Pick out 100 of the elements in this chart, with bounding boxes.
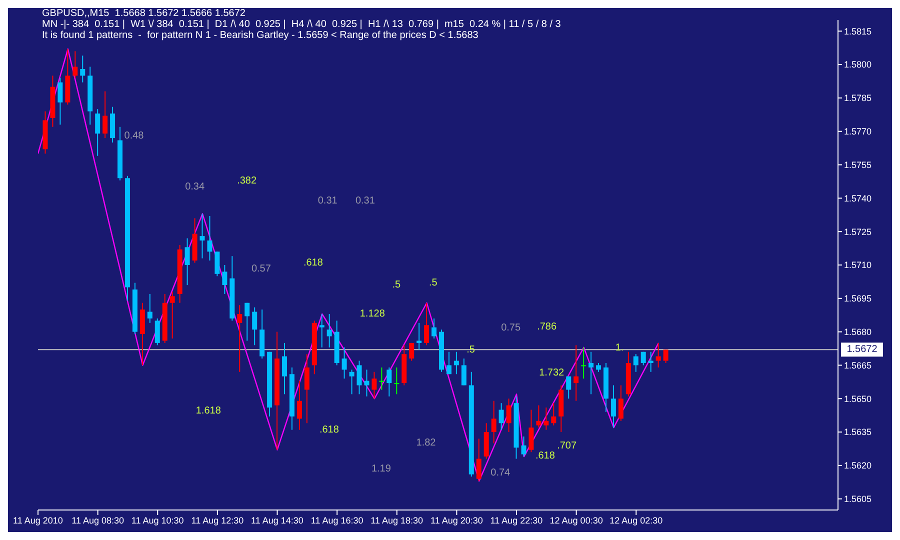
candlestick bbox=[296, 380, 302, 430]
candlestick bbox=[544, 407, 549, 430]
candlestick bbox=[454, 351, 459, 375]
candlestick bbox=[102, 90, 108, 139]
candlestick bbox=[252, 306, 258, 346]
candlestick bbox=[476, 438, 482, 482]
y-tick-label: 1.5710 bbox=[844, 260, 872, 270]
candlestick bbox=[610, 384, 616, 428]
candlestick bbox=[342, 346, 347, 380]
candlestick bbox=[663, 349, 668, 364]
annotation: It is found 1 patterns - for pattern N 1 - Bearish Gartley - 1.5659 < Range of the prices D < 1.5683 bbox=[42, 30, 480, 41]
candlestick bbox=[282, 342, 287, 395]
y-tick-label: 1.5815 bbox=[844, 26, 872, 36]
annotation: .618 bbox=[535, 450, 555, 462]
candlestick bbox=[170, 291, 175, 339]
candlestick bbox=[566, 376, 572, 400]
candlestick bbox=[498, 402, 504, 430]
annotation: 1.82 bbox=[416, 437, 436, 448]
x-tick-label: 11 Aug 08:30 bbox=[72, 515, 124, 526]
candlestick bbox=[506, 398, 512, 433]
candlestick bbox=[551, 402, 556, 426]
y-tick-label: 1.5725 bbox=[844, 226, 872, 237]
x-tick-label: 11 Aug 2010 bbox=[13, 515, 63, 526]
y-tick-label: 1.5605 bbox=[844, 494, 872, 504]
candlestick bbox=[326, 314, 332, 348]
annotation: .5 bbox=[429, 277, 438, 288]
annotation: .618 bbox=[303, 257, 323, 268]
annotation: 0.31 bbox=[355, 196, 375, 207]
candlestick bbox=[394, 366, 400, 395]
y-tick-label: 1.5680 bbox=[844, 327, 872, 338]
annotation: .618 bbox=[319, 424, 339, 436]
y-tick-label: 1.5785 bbox=[844, 93, 872, 104]
annotation: 0.74 bbox=[490, 468, 510, 479]
y-tick-label: 1.5770 bbox=[844, 126, 872, 137]
candlestick bbox=[244, 302, 250, 342]
x-tick-label: 12 Aug 00:30 bbox=[550, 515, 603, 526]
candlestick bbox=[214, 251, 220, 277]
candlestick bbox=[200, 213, 205, 259]
candlestick bbox=[379, 366, 384, 390]
candlestick bbox=[521, 436, 526, 458]
candlestick bbox=[656, 342, 661, 368]
candlestick bbox=[581, 346, 586, 380]
candlestick bbox=[58, 77, 63, 126]
line-series bbox=[38, 48, 660, 482]
candlestick bbox=[528, 409, 534, 453]
annotation: 1.732 bbox=[539, 368, 564, 379]
x-tick-label: 11 Aug 20:30 bbox=[430, 515, 483, 526]
candlestick bbox=[207, 216, 212, 262]
y-tick-label: 1.5755 bbox=[844, 160, 872, 170]
candlestick bbox=[386, 366, 392, 397]
x-tick-label: 11 Aug 10:30 bbox=[131, 515, 184, 526]
candlestick bbox=[154, 318, 160, 346]
annotation: 1.128 bbox=[360, 308, 385, 319]
chart-subtitle: MN -|- 384 0.151 | W1 \/ 384 0.151 | D1 /\ 40 0.925 | H4 /\ 40 0.925 | H1 /\ 13 0.769 | m15 0.24 % | 11 / 5 / 8 / 3 bbox=[42, 19, 561, 30]
candlestick bbox=[222, 264, 228, 294]
candlestick bbox=[432, 318, 437, 339]
candlestick bbox=[618, 384, 624, 422]
y-tick-label: 1.5650 bbox=[844, 394, 872, 404]
candlestick bbox=[574, 344, 579, 402]
candlestick bbox=[424, 302, 430, 346]
candlestick bbox=[147, 293, 152, 324]
candlestick bbox=[319, 314, 324, 348]
y-tick-label: 1.5665 bbox=[844, 360, 872, 370]
candlestick bbox=[80, 55, 86, 83]
annotation: 0.34 bbox=[185, 182, 205, 193]
annotation: .5 bbox=[392, 279, 401, 290]
candlestick bbox=[633, 354, 638, 372]
y-tick-label: 1.5635 bbox=[844, 427, 872, 438]
candlestick bbox=[304, 354, 310, 424]
y-tick-label: 1.5695 bbox=[844, 294, 872, 304]
x-tick-label: 11 Aug 22:30 bbox=[490, 515, 543, 526]
candlestick bbox=[356, 360, 362, 395]
annotation: .786 bbox=[537, 321, 557, 332]
annotation: 1.618 bbox=[196, 406, 221, 417]
y-tick-label: 1.5620 bbox=[844, 460, 872, 471]
annotation: 0.57 bbox=[251, 264, 271, 275]
candlestick bbox=[237, 304, 242, 372]
candlestick bbox=[72, 50, 78, 78]
y-tick-label: 1.5740 bbox=[844, 193, 872, 204]
annotation: 0.48 bbox=[124, 130, 144, 142]
candlestick bbox=[372, 371, 377, 400]
candlestick bbox=[184, 238, 190, 286]
candlestick bbox=[461, 358, 466, 386]
candlestick bbox=[491, 400, 496, 444]
candlestick bbox=[536, 404, 542, 428]
x-tick-label: 11 Aug 18:30 bbox=[370, 515, 424, 526]
candlestick bbox=[349, 369, 354, 395]
annotation: 1.19 bbox=[371, 464, 391, 475]
annotation: 0.75 bbox=[501, 322, 521, 334]
chart-title: GBPUSD,,M15 1.5668 1.5672 1.5666 1.5672 bbox=[42, 8, 246, 19]
candlestick bbox=[588, 351, 594, 395]
x-tick-label: 11 Aug 16:30 bbox=[310, 515, 364, 526]
candlestick bbox=[446, 351, 452, 375]
candlestick bbox=[409, 342, 414, 362]
candlestick bbox=[95, 108, 100, 156]
y-tick-label: 1.5800 bbox=[844, 60, 872, 70]
annotation: .707 bbox=[557, 440, 577, 452]
candlestick bbox=[640, 351, 646, 366]
x-tick-label: 11 Aug 12:30 bbox=[191, 515, 244, 526]
candlestick bbox=[364, 369, 370, 397]
